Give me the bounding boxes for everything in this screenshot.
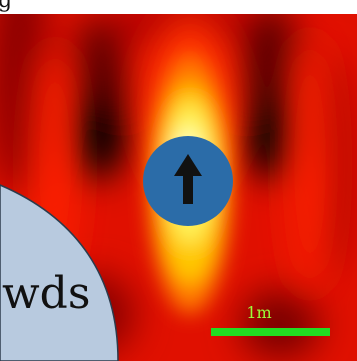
- scale-bar-label: 1m: [246, 303, 272, 322]
- top-glyph: g: [0, 0, 13, 13]
- top-strip: g: [0, 0, 357, 14]
- direction-marker: [143, 136, 233, 226]
- scale-bar: [211, 328, 330, 336]
- arrow-up-icon: [174, 154, 202, 204]
- label-bubble-text: wds: [2, 268, 91, 319]
